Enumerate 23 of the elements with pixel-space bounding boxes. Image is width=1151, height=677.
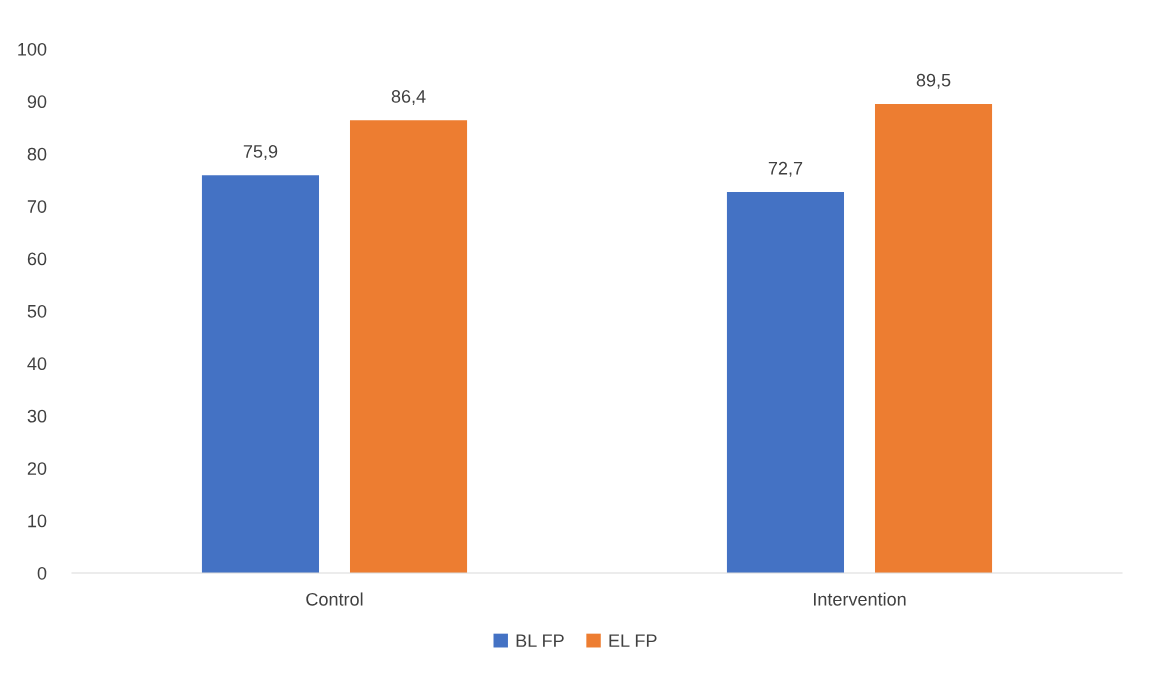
y-tick-label: 70 — [27, 200, 47, 213]
data-label: 72,7 — [768, 161, 803, 177]
y-tick-label: 10 — [28, 514, 47, 528]
y-tick-label: 40 — [27, 357, 47, 371]
bar — [874, 104, 993, 573]
y-tick-label: 20 — [27, 462, 47, 475]
y-tick-label: 80 — [27, 147, 47, 161]
legend-label: EL FP — [609, 634, 657, 647]
data-label: 86,4 — [391, 90, 426, 105]
bar — [201, 175, 320, 573]
y-tick-label: 100 — [18, 42, 47, 56]
y-tick-label: 50 — [27, 304, 47, 318]
y-tick-label: 0 — [37, 566, 47, 580]
y-tick-label: 30 — [27, 409, 47, 423]
x-tick-label: Control — [306, 592, 363, 606]
y-tick-label: 90 — [27, 95, 47, 109]
bar — [726, 192, 845, 573]
x-tick-label: Intervention — [814, 592, 906, 606]
data-label: 75,9 — [243, 145, 278, 160]
legend-label: BL FP — [516, 634, 564, 647]
data-label: 89,5 — [916, 73, 951, 89]
bar — [349, 120, 468, 573]
y-tick-label: 60 — [27, 252, 47, 266]
